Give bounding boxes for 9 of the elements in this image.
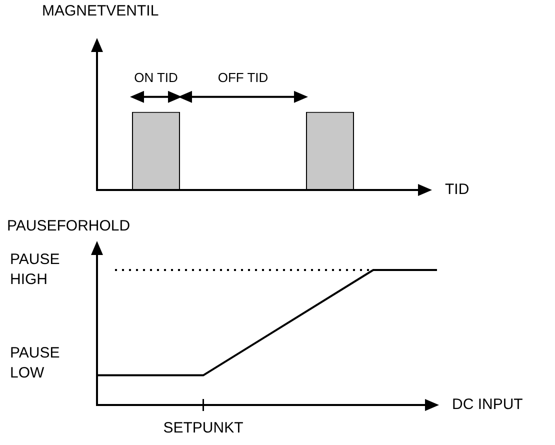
x-axis-title: DC INPUT (452, 396, 523, 414)
text: ON TID (134, 70, 178, 85)
text: PAUSE LOW (10, 344, 60, 382)
x-axis-title: TID (445, 181, 470, 198)
ref-line-label: PAUSE HIGH (10, 251, 60, 288)
text: OFF TID (218, 70, 268, 85)
y-axis-title: PAUSEFORHOLD (7, 218, 130, 235)
text: SETPUNKT (163, 420, 244, 437)
y-axis-title: MAGNETVENTIL (42, 2, 159, 20)
